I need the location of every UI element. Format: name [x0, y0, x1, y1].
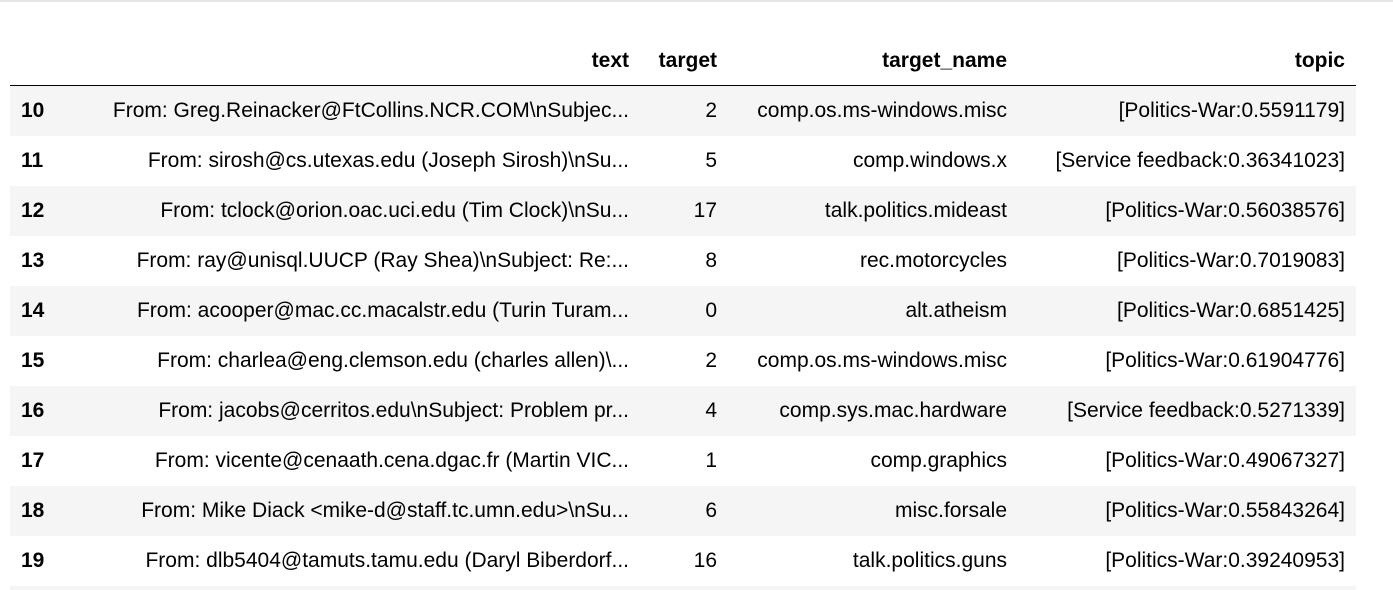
row-index: 13: [21, 249, 45, 272]
table-row: 14 From: acooper@mac.cc.macalstr.edu (Tu…: [10, 286, 1356, 336]
cell-target-name: comp.windows.x: [852, 149, 1007, 172]
cell-target: 1: [705, 449, 717, 472]
row-index: 15: [21, 349, 45, 372]
row-index: 11: [21, 149, 44, 172]
cell-target: 16: [693, 549, 717, 572]
cell-target-name: talk.politics.mideast: [824, 199, 1007, 222]
dataframe-output: text target target_name topic 10 From: G…: [10, 37, 1356, 586]
cell-target: 2: [705, 349, 717, 372]
cell-target: 8: [705, 249, 717, 272]
cell-target: 0: [705, 299, 717, 322]
cell-target-name: comp.os.ms-windows.misc: [757, 99, 1007, 122]
row-index: 16: [21, 399, 45, 422]
cell-target-name: alt.atheism: [905, 299, 1007, 322]
header-target-name: target_name: [728, 37, 1018, 86]
cell-topic: [Service feedback:0.5271339]: [1067, 399, 1345, 422]
table-row: 11 From: sirosh@cs.utexas.edu (Joseph Si…: [10, 136, 1356, 186]
table-row: 17 From: vicente@cenaath.cena.dgac.fr (M…: [10, 436, 1356, 486]
cell-text: From: acooper@mac.cc.macalstr.edu (Turin…: [136, 299, 629, 322]
row-index: 18: [21, 499, 45, 522]
header-target: target: [640, 37, 728, 86]
cell-topic: [Politics-War:0.7019083]: [1117, 249, 1345, 272]
cell-topic: [Politics-War:0.39240953]: [1105, 549, 1345, 572]
cell-text: From: jacobs@cerritos.edu\nSubject: Prob…: [158, 399, 629, 422]
row-index: 10: [21, 99, 45, 122]
table-row: 10 From: Greg.Reinacker@FtCollins.NCR.CO…: [10, 85, 1356, 136]
header-topic: topic: [1018, 37, 1356, 86]
cell-text: From: ray@unisql.UUCP (Ray Shea)\nSubjec…: [136, 249, 629, 272]
row-index: 12: [21, 199, 45, 222]
table-row: 18 From: Mike Diack <mike-d@staff.tc.umn…: [10, 486, 1356, 536]
table-header: text target target_name topic: [10, 37, 1356, 86]
table-row: 12 From: tclock@orion.oac.uci.edu (Tim C…: [10, 186, 1356, 236]
cell-text: From: tclock@orion.oac.uci.edu (Tim Cloc…: [160, 199, 629, 222]
cell-target-name: misc.forsale: [894, 499, 1007, 522]
cell-topic: [Politics-War:0.55843264]: [1105, 499, 1345, 522]
cell-topic: [Service feedback:0.36341023]: [1055, 149, 1345, 172]
header-text: text: [60, 37, 640, 86]
cell-target: 5: [705, 149, 717, 172]
cell-target: 4: [705, 399, 717, 422]
cell-target: 2: [705, 99, 717, 122]
cell-topic: [Politics-War:0.5591179]: [1118, 99, 1345, 122]
cell-text: From: sirosh@cs.utexas.edu (Joseph Siros…: [147, 149, 629, 172]
table-row: 19 From: dlb5404@tamuts.tamu.edu (Daryl …: [10, 536, 1356, 586]
header-index: [10, 37, 60, 86]
cell-topic: [Politics-War:0.49067327]: [1105, 449, 1345, 472]
cell-target-name: talk.politics.guns: [852, 549, 1007, 572]
cell-text: From: Greg.Reinacker@FtCollins.NCR.COM\n…: [112, 99, 629, 122]
cell-text: From: charlea@eng.clemson.edu (charles a…: [157, 349, 629, 372]
row-index: 14: [21, 299, 45, 322]
next-row-partial: [10, 586, 1356, 590]
cell-target-name: rec.motorcycles: [859, 249, 1007, 272]
cell-target: 6: [705, 499, 717, 522]
table-row: 16 From: jacobs@cerritos.edu\nSubject: P…: [10, 386, 1356, 436]
table-row: 15 From: charlea@eng.clemson.edu (charle…: [10, 336, 1356, 386]
cell-topic: [Politics-War:0.61904776]: [1105, 349, 1345, 372]
header-row: text target target_name topic: [10, 37, 1356, 86]
row-index: 17: [21, 449, 45, 472]
dataframe-table: text target target_name topic 10 From: G…: [10, 37, 1356, 586]
cell-topic: [Politics-War:0.56038576]: [1105, 199, 1345, 222]
cell-text: From: Mike Diack <mike-d@staff.tc.umn.ed…: [141, 499, 629, 522]
table-row: 13 From: ray@unisql.UUCP (Ray Shea)\nSub…: [10, 236, 1356, 286]
top-border: [0, 0, 1393, 2]
cell-target-name: comp.sys.mac.hardware: [779, 399, 1007, 422]
cell-target-name: comp.graphics: [870, 449, 1007, 472]
cell-text: From: dlb5404@tamuts.tamu.edu (Daryl Bib…: [145, 549, 629, 572]
row-index: 19: [21, 549, 45, 572]
table-body: 10 From: Greg.Reinacker@FtCollins.NCR.CO…: [10, 85, 1356, 586]
cell-target: 17: [693, 199, 717, 222]
cell-topic: [Politics-War:0.6851425]: [1117, 299, 1345, 322]
cell-text: From: vicente@cenaath.cena.dgac.fr (Mart…: [154, 449, 629, 472]
cell-target-name: comp.os.ms-windows.misc: [757, 349, 1007, 372]
